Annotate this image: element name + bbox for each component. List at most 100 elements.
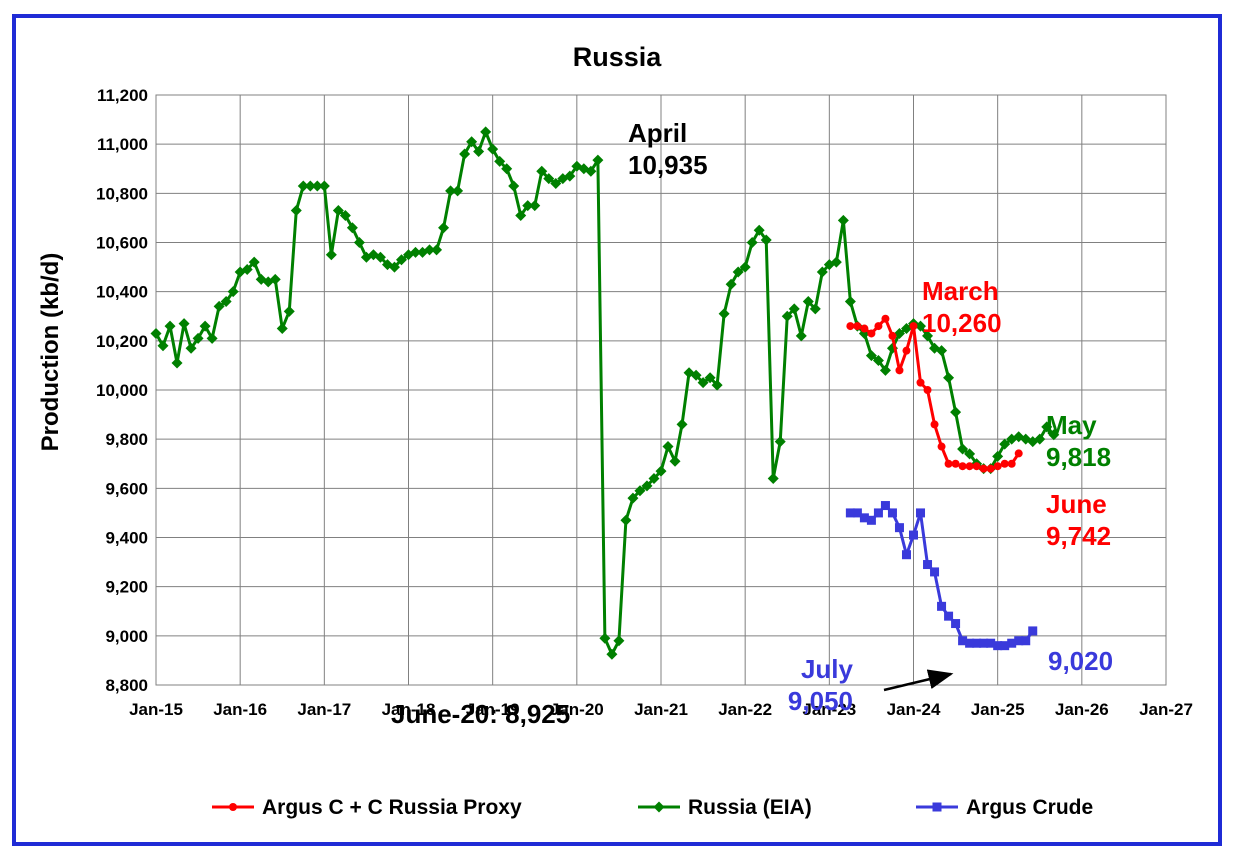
data-point <box>993 462 1002 471</box>
data-point <box>788 303 800 315</box>
data-point <box>894 523 904 533</box>
y-tick-label: 9,600 <box>105 479 148 498</box>
data-point <box>613 635 625 647</box>
data-point <box>830 256 842 268</box>
data-point <box>1000 459 1009 468</box>
annotation-label: 9,818 <box>1046 442 1111 472</box>
data-point <box>627 492 639 504</box>
y-tick-label: 9,200 <box>105 578 148 597</box>
data-point <box>930 567 940 577</box>
data-point <box>936 345 948 357</box>
data-point <box>845 508 855 518</box>
data-point <box>958 636 968 646</box>
annotation-arrow <box>883 669 954 692</box>
data-point <box>367 249 379 261</box>
annotation-label: May <box>1046 410 1097 440</box>
x-tick-label: Jan-16 <box>213 700 267 719</box>
x-tick-label: Jan-22 <box>718 700 772 719</box>
data-point <box>487 143 499 155</box>
data-point <box>950 406 962 418</box>
data-point <box>859 513 869 523</box>
data-point <box>957 443 969 455</box>
data-point <box>620 514 632 526</box>
data-point <box>879 364 891 376</box>
data-point <box>972 462 981 471</box>
data-point <box>965 638 975 648</box>
data-point <box>522 200 534 212</box>
data-point <box>494 155 506 167</box>
data-point <box>795 330 807 342</box>
data-point <box>909 322 918 331</box>
series-group <box>150 126 1060 660</box>
data-point <box>276 323 288 335</box>
data-point <box>901 550 911 560</box>
annotation-label: April <box>628 118 687 148</box>
x-tick-label: Jan-23 <box>802 700 856 719</box>
data-point <box>227 286 239 298</box>
annotation-label: June-20: 8,925 <box>391 699 570 729</box>
data-point <box>1014 449 1023 458</box>
data-point <box>979 638 989 648</box>
data-point <box>206 332 218 344</box>
data-point <box>979 464 988 473</box>
data-point <box>374 251 386 263</box>
data-point <box>339 209 351 221</box>
data-point <box>860 324 869 333</box>
data-point <box>725 278 737 290</box>
data-point <box>866 515 876 525</box>
legend-marker <box>229 803 237 811</box>
legend-entry: Argus C + C Russia Proxy <box>212 796 522 819</box>
data-point <box>872 355 884 366</box>
y-tick-label: 10,600 <box>96 234 148 253</box>
data-point <box>690 369 702 381</box>
data-point <box>515 209 527 221</box>
gridlines <box>155 94 1167 686</box>
x-tick-label: Jan-19 <box>466 700 520 719</box>
data-point <box>564 170 576 182</box>
data-point <box>844 296 856 307</box>
data-point <box>1041 421 1053 433</box>
data-point <box>669 455 681 467</box>
data-point <box>585 165 597 177</box>
data-point <box>916 508 926 518</box>
annotation-label: June <box>1046 489 1107 519</box>
series-line <box>850 504 1034 648</box>
x-tick-label: Jan-26 <box>1055 700 1109 719</box>
axes: 8,800 9,000 9,200 9,400 9,600 9,800 10,000 10,2… <box>96 86 1193 719</box>
data-point <box>655 465 667 477</box>
y-tick-label: 11,000 <box>97 135 148 154</box>
data-point <box>902 346 911 355</box>
y-axis-label: Production (kb/d) <box>37 253 64 452</box>
data-point <box>697 377 709 389</box>
data-point <box>760 234 772 246</box>
data-point <box>993 641 1003 651</box>
data-point <box>304 180 316 192</box>
data-point <box>972 638 982 648</box>
data-point <box>676 418 688 430</box>
data-point <box>346 222 358 234</box>
data-point <box>199 320 211 332</box>
data-point <box>781 310 793 322</box>
data-point <box>438 222 450 234</box>
data-point <box>746 237 758 248</box>
data-point <box>290 205 302 217</box>
data-point <box>874 322 883 331</box>
annotation-label: 9,742 <box>1046 521 1111 551</box>
data-point <box>220 296 232 307</box>
legend-label: Argus C + C Russia Proxy <box>262 796 522 819</box>
data-point <box>895 366 904 375</box>
data-point <box>466 136 478 148</box>
data-point <box>937 601 947 611</box>
line-chart: Russia Production (kb/d) 8,800 9,000 9,200… <box>37 42 1193 819</box>
data-point <box>802 296 814 307</box>
data-point <box>900 323 912 335</box>
data-point <box>452 185 464 197</box>
data-point <box>923 386 932 394</box>
data-point <box>297 180 309 192</box>
annotation-label: 9,020 <box>1048 646 1113 676</box>
data-point <box>930 420 939 429</box>
data-point <box>171 357 183 369</box>
data-point <box>753 224 765 236</box>
legend-label: Russia (EIA) <box>688 796 812 819</box>
data-point <box>852 508 862 518</box>
